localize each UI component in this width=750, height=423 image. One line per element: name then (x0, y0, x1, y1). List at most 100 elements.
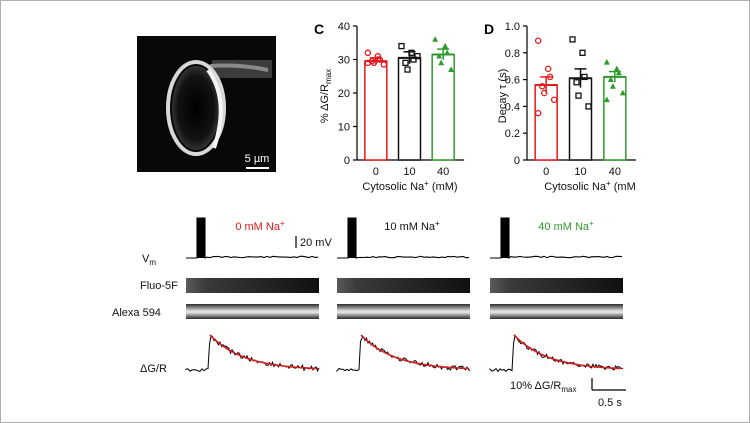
data-point-10 (575, 92, 582, 99)
y-tick-label: 0.2 (505, 128, 520, 140)
y-tick-label: 10 (338, 122, 350, 134)
dgr-trace (489, 334, 624, 373)
data-point-10 (573, 79, 580, 86)
bar-40 (603, 76, 627, 161)
scalebar-label: 5 µm (245, 153, 270, 165)
bar-10 (568, 77, 593, 161)
x-tick-label-10: 10 (574, 166, 586, 178)
action-potential-burst (197, 218, 205, 258)
data-point-10 (410, 56, 417, 63)
data-point-40 (442, 42, 449, 49)
data-point-0 (538, 83, 546, 90)
row-label-fluo: Fluo-5F (140, 280, 178, 292)
data-point-0 (534, 109, 542, 117)
dendrite-edge (209, 63, 269, 72)
data-point-40 (619, 89, 626, 96)
ylabel-c: % ΔG/Rmax (319, 69, 333, 123)
dgr-trace (336, 336, 471, 373)
y-tick-label: 0.4 (505, 101, 520, 113)
bars-c (364, 36, 455, 161)
data-point-0 (364, 59, 372, 67)
exponential-fit (360, 334, 469, 370)
fluo-linescan (337, 278, 470, 293)
panel-letter-c: C (314, 21, 324, 37)
condition-title-0: 0 mM Na+ (235, 219, 285, 233)
bar-0 (364, 60, 388, 161)
x-tick-label-0: 0 (373, 166, 379, 178)
fluo-linescan (186, 278, 319, 293)
exponential-fit (513, 334, 622, 370)
data-point-0 (380, 61, 388, 68)
y-tick-label: 1.0 (505, 21, 520, 33)
voltage-scale-label: 20 mV (300, 237, 332, 249)
dgr-scale-label: 10% ΔG/Rmax (510, 380, 577, 394)
data-point-0 (544, 65, 552, 73)
y-tick-label: 0.8 (505, 48, 520, 60)
row-label-dgr: ΔG/R (140, 363, 167, 375)
dgr-trace (185, 335, 320, 373)
action-potential-burst (348, 218, 356, 258)
action-potential-burst (501, 218, 509, 258)
data-point-10 (581, 73, 588, 81)
fluo-linescan (490, 278, 623, 293)
data-point-40 (444, 49, 451, 56)
data-point-40 (615, 69, 622, 76)
row-label-vm: Vm (142, 253, 156, 267)
data-point-40 (607, 76, 614, 82)
y-tick-label: 40 (338, 21, 350, 33)
row-label-alexa: Alexa 594 (112, 307, 161, 319)
data-point-0 (540, 89, 548, 97)
data-point-40 (448, 66, 455, 72)
data-point-0 (534, 37, 542, 44)
x-tick-label-40: 40 (437, 166, 449, 178)
data-point-10 (404, 66, 411, 73)
bars-d (534, 36, 627, 161)
data-point-0 (364, 49, 372, 57)
trace-column-1 (336, 217, 471, 373)
xlabel-c: Cytosolic Na+ (mM) (362, 179, 457, 193)
data-point-10 (402, 59, 409, 66)
vm-trace (490, 217, 623, 260)
vm-trace (186, 217, 319, 259)
trace-rows (185, 217, 624, 373)
data-point-40 (432, 36, 439, 42)
data-point-40 (603, 96, 610, 103)
micrograph: 5 µm (137, 36, 276, 172)
data-point-40 (436, 52, 443, 59)
bar-chart-d: D Decay τ (s) 0 0.2 0.4 0.6 0.8 1.0 0 10 40 Cyto… (484, 21, 636, 193)
data-point-10 (585, 103, 592, 110)
xlabel-d: Cytosolic Na+ (mM (544, 179, 635, 193)
alexa-linescan (337, 304, 470, 319)
data-point-0 (546, 73, 554, 81)
data-point-0 (376, 56, 384, 63)
data-point-40 (438, 59, 445, 66)
panel-letter-d: D (484, 21, 494, 37)
condition-title-40: 40 mM Na+ (538, 219, 594, 233)
trace-column-0 (185, 217, 320, 373)
alexa-linescan (186, 304, 319, 319)
data-point-10 (569, 36, 576, 43)
data-point-0 (374, 56, 382, 63)
x-tick-label-10: 10 (403, 166, 415, 178)
data-point-10 (408, 49, 415, 56)
data-point-40 (603, 58, 610, 65)
vm-trace (337, 217, 470, 259)
data-point-10 (398, 42, 405, 50)
bar-0 (534, 84, 558, 161)
scalebar (246, 167, 269, 169)
y-tick-label: 30 (338, 55, 350, 67)
x-tick-label-0: 0 (543, 166, 549, 178)
y-tick-label: 0 (514, 155, 520, 167)
ylabel-d: Decay τ (s) (497, 69, 509, 123)
x-tick-label-40: 40 (609, 166, 621, 178)
y-tick-label: 0 (344, 155, 350, 167)
data-point-0 (370, 59, 378, 67)
data-point-10 (414, 53, 421, 60)
exponential-fit (209, 334, 318, 370)
condition-title-10: 10 mM Na+ (384, 219, 440, 233)
alexa-linescan (490, 304, 623, 319)
time-scale-label: 0.5 s (598, 397, 622, 409)
data-point-0 (550, 96, 558, 103)
bar-chart-c: C % ΔG/Rmax 0 10 20 30 40 0 10 40 Cytosolic Na+… (314, 21, 464, 193)
